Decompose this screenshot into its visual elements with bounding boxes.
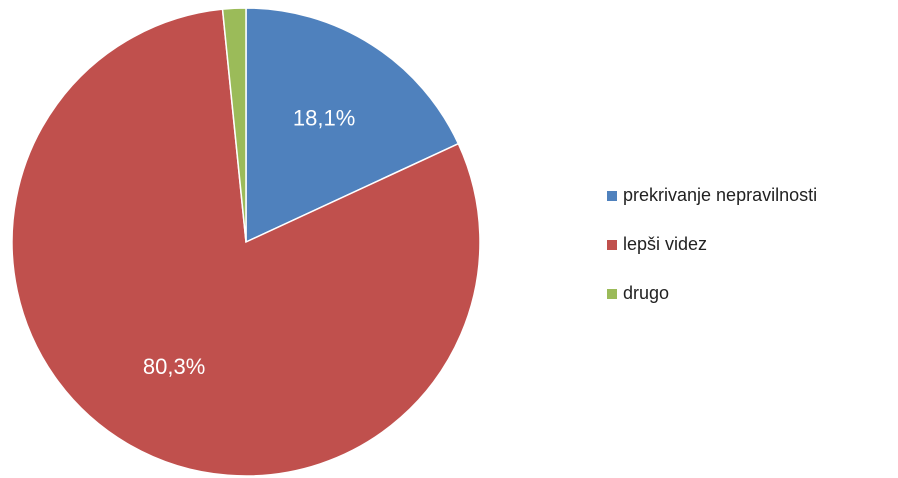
legend-label: drugo — [623, 283, 669, 303]
legend-swatch — [607, 289, 617, 299]
legend-swatch — [607, 240, 617, 250]
pie-slice — [245, 7, 460, 244]
slice-label: 18,1% — [293, 106, 355, 131]
legend-label: lepši videz — [623, 234, 707, 254]
slice-label: 80,3% — [143, 354, 205, 379]
legend-label: prekrivanje nepravilnosti — [623, 185, 817, 205]
pie-slice — [221, 7, 247, 243]
pie-slice — [11, 8, 481, 477]
legend-swatch — [607, 191, 617, 201]
